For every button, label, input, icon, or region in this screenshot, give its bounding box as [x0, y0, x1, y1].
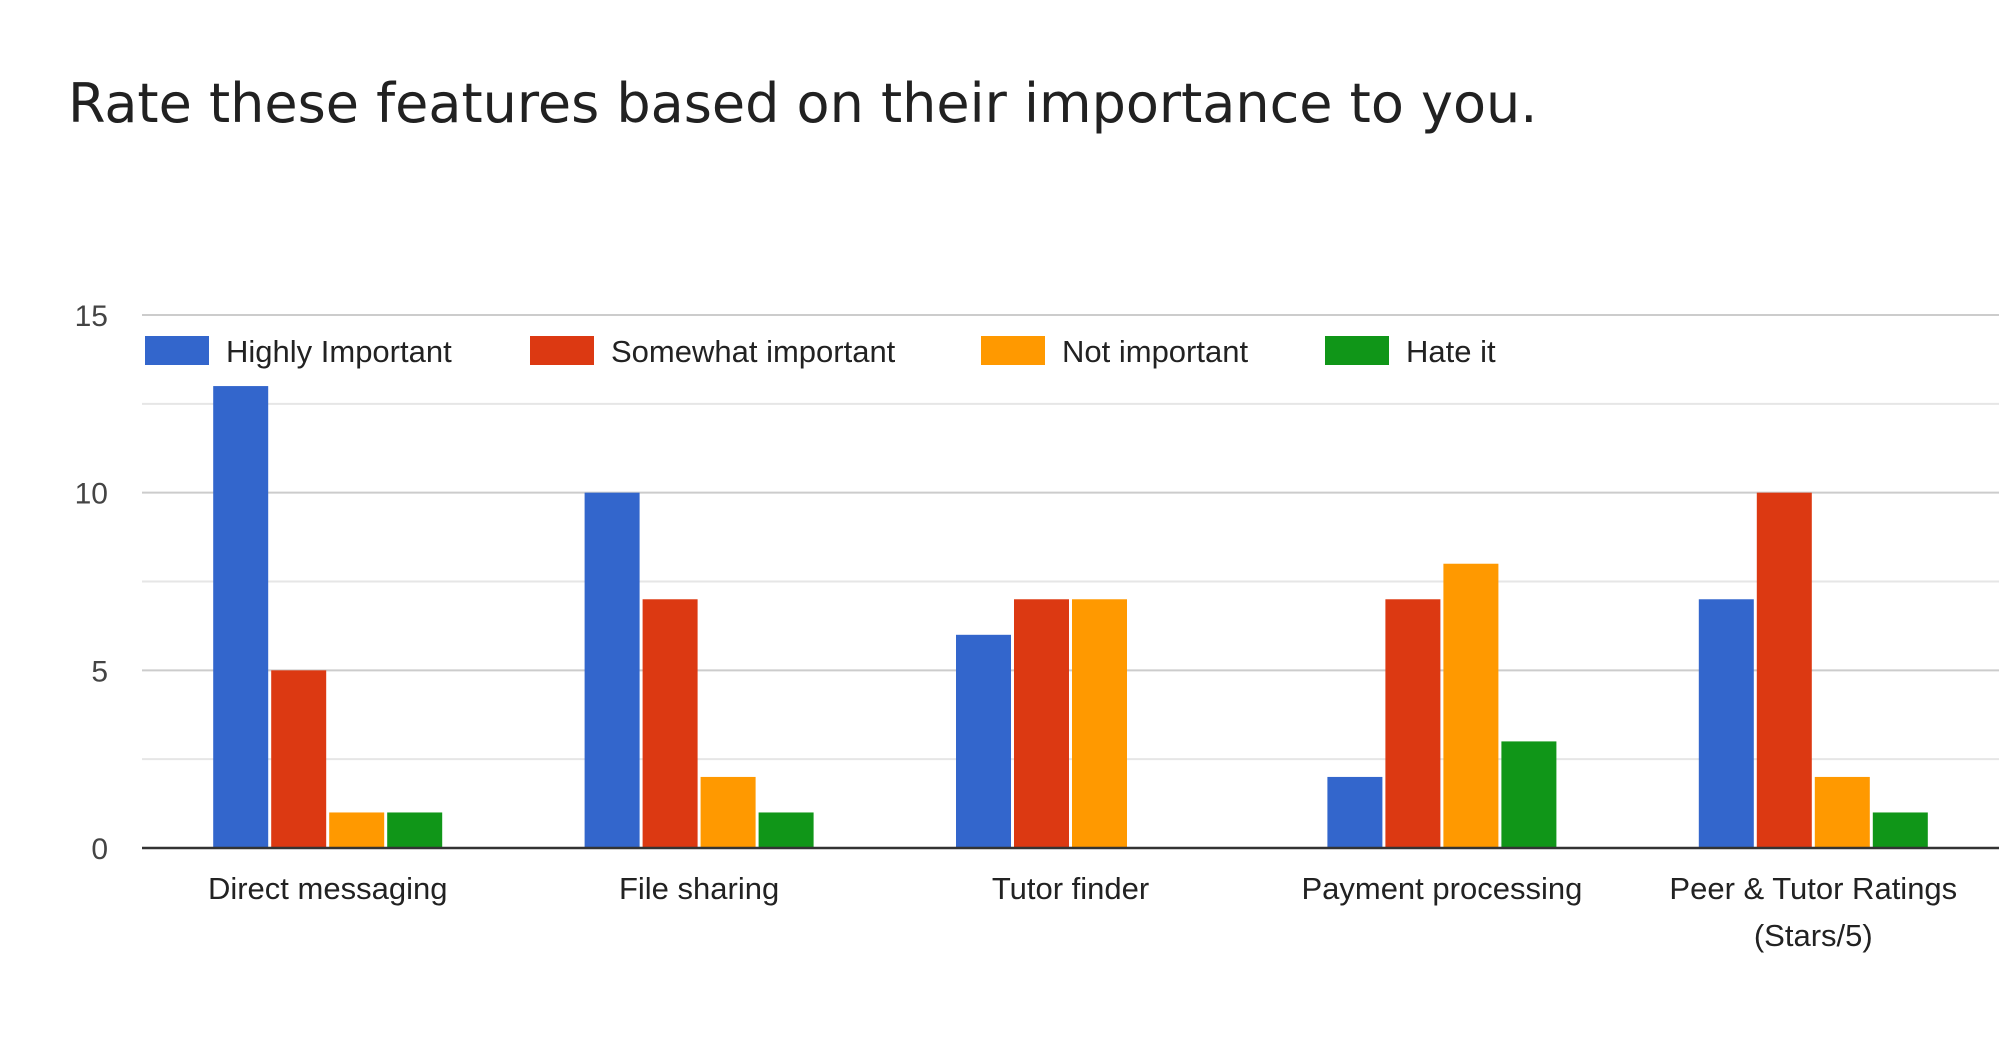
chart-title: Rate these features based on their impor…: [68, 72, 1538, 135]
bar: [1443, 563, 1499, 848]
legend-label: Highly Important: [226, 334, 452, 369]
bar: [1814, 776, 1870, 848]
bar: [956, 634, 1011, 848]
x-category-label: Direct messaging: [208, 871, 447, 906]
legend-swatch: [530, 336, 594, 365]
bar: [1872, 812, 1928, 848]
y-tick-label: 10: [75, 478, 108, 511]
bar: [1501, 741, 1557, 848]
x-category-label: File sharing: [619, 871, 779, 906]
bar: [329, 812, 385, 848]
legend-swatch: [981, 336, 1045, 365]
legend-label: Hate it: [1406, 334, 1496, 369]
bar: [700, 776, 756, 848]
bar: [1327, 776, 1383, 848]
legend-swatch: [145, 336, 209, 365]
gridlines: [142, 314, 1999, 761]
bar: [1385, 599, 1441, 848]
bar: [584, 492, 640, 848]
x-category-label: Payment processing: [1301, 871, 1582, 906]
legend: Highly Important Somewhat important Not im…: [145, 334, 1496, 369]
bar: [642, 599, 698, 848]
legend-label: Somewhat important: [611, 334, 896, 369]
x-category-label: Tutor finder: [992, 871, 1149, 906]
y-tick-label: 0: [91, 833, 108, 866]
bars: [213, 386, 1928, 848]
axes: 0 5 10 15 Direct messaging File sharing Tutor …: [75, 300, 1999, 953]
bar: [1014, 599, 1069, 848]
x-category-label: (Stars/5): [1754, 918, 1873, 953]
y-tick-label: 5: [91, 655, 108, 688]
legend-swatch: [1325, 336, 1389, 365]
x-category-label: Peer & Tutor Ratings: [1669, 871, 1957, 906]
bar: [1756, 492, 1812, 848]
bar: [271, 670, 327, 848]
legend-label: Not important: [1062, 334, 1248, 369]
bar: [387, 812, 443, 848]
bar: [758, 812, 814, 848]
bar: [1698, 599, 1754, 848]
bar: [213, 386, 269, 848]
y-tick-label: 15: [75, 300, 108, 333]
bar: [1072, 599, 1127, 848]
